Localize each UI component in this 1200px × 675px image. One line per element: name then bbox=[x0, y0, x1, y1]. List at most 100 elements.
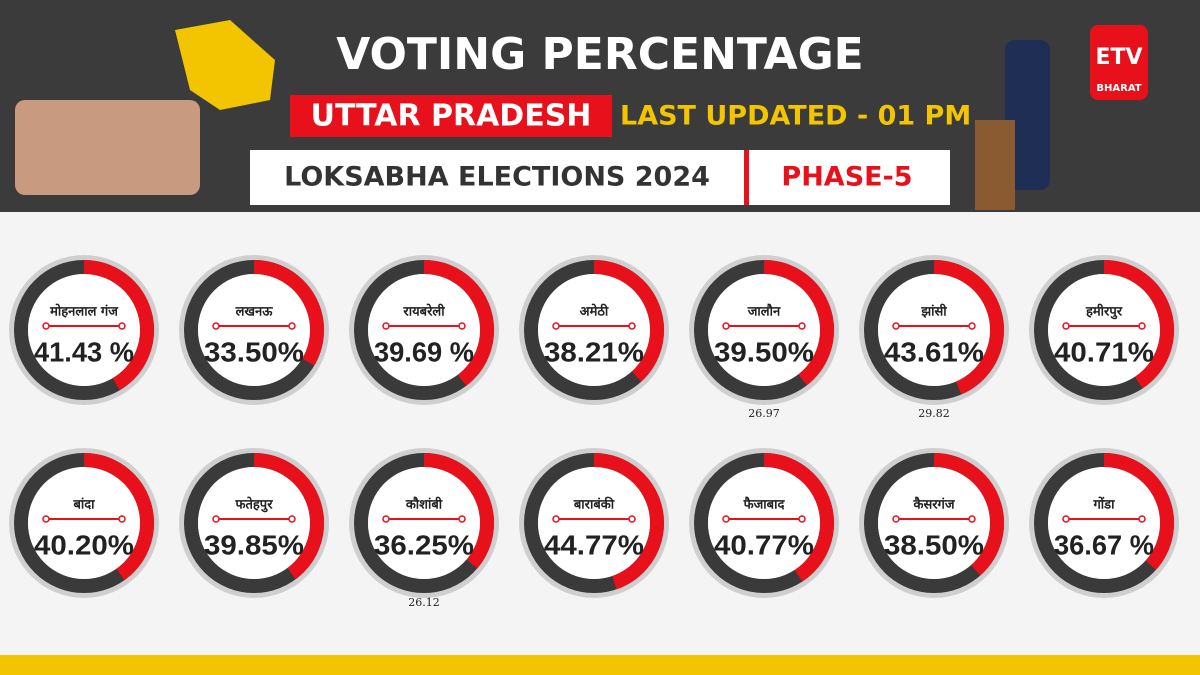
inner-disc bbox=[1048, 274, 1160, 386]
divider-end bbox=[288, 322, 296, 330]
ring-value bbox=[1103, 453, 1174, 570]
divider-end bbox=[118, 322, 126, 330]
divider-end bbox=[212, 322, 220, 330]
value-label: 41.43 % bbox=[34, 336, 134, 367]
divider-end bbox=[458, 322, 466, 330]
divider-end bbox=[722, 322, 730, 330]
inner-disc bbox=[878, 274, 990, 386]
category-label: मोहनलाल गंज bbox=[49, 304, 119, 320]
category-label: गोंडा bbox=[1092, 497, 1115, 513]
logo-top: ETV bbox=[1095, 45, 1142, 70]
divider-end bbox=[458, 515, 466, 523]
divider-end bbox=[42, 322, 50, 330]
divider-end bbox=[798, 322, 806, 330]
logo bbox=[1090, 25, 1148, 100]
divider-end bbox=[798, 515, 806, 523]
category-label: फैजाबाद bbox=[743, 497, 786, 513]
ring-value bbox=[593, 453, 664, 590]
inner-disc bbox=[198, 274, 310, 386]
value-label: 39.69 % bbox=[374, 336, 474, 367]
divider-end bbox=[1062, 322, 1070, 330]
election-box bbox=[250, 150, 950, 205]
category-label: कौशांबी bbox=[405, 497, 443, 513]
state: UTTAR PRADESH bbox=[311, 99, 592, 134]
inner-disc bbox=[368, 467, 480, 579]
divider-end bbox=[382, 515, 390, 523]
ring-value bbox=[423, 260, 494, 386]
category-label: झांसी bbox=[920, 304, 947, 320]
divider-end bbox=[288, 515, 296, 523]
election: LOKSABHA ELECTIONS 2024 bbox=[284, 162, 710, 193]
inner-disc bbox=[878, 467, 990, 579]
divider-end bbox=[892, 322, 900, 330]
category-label: कैसरगंज bbox=[912, 497, 955, 513]
ring-value bbox=[763, 453, 834, 582]
inner-disc bbox=[708, 274, 820, 386]
inner-disc bbox=[198, 467, 310, 579]
ring-value bbox=[763, 260, 834, 386]
value-label: 38.21% bbox=[544, 336, 644, 367]
divider-end bbox=[212, 515, 220, 523]
divider-end bbox=[1138, 322, 1146, 330]
divider-end bbox=[42, 515, 50, 523]
voter-illustration bbox=[1005, 40, 1050, 190]
category-label: रायबरेली bbox=[402, 304, 445, 320]
value-label: 38.50% bbox=[884, 529, 984, 560]
inner-disc bbox=[1048, 467, 1160, 579]
value-label: 36.67 % bbox=[1054, 529, 1154, 560]
state-box bbox=[290, 95, 612, 137]
category-label: लखनऊ bbox=[235, 305, 274, 320]
logo-bottom: BHARAT bbox=[1096, 83, 1141, 94]
ring-value bbox=[933, 453, 1004, 576]
divider-end bbox=[892, 515, 900, 523]
divider-end bbox=[1062, 515, 1070, 523]
inner-disc bbox=[28, 467, 140, 579]
divider-end bbox=[722, 515, 730, 523]
last-updated: LAST UPDATED - 01 PM bbox=[620, 101, 971, 132]
parliament-illustration bbox=[15, 100, 200, 195]
annotation: 26.97 bbox=[748, 407, 780, 420]
title: VOTING PERCENTAGE bbox=[336, 29, 864, 80]
value-label: 40.71% bbox=[1054, 336, 1154, 367]
divider-end bbox=[628, 322, 636, 330]
inner-disc bbox=[28, 274, 140, 386]
ballot-stand bbox=[975, 120, 1015, 210]
inner-disc bbox=[538, 467, 650, 579]
divider-end bbox=[382, 322, 390, 330]
category-label: फतेहपुर bbox=[234, 497, 273, 513]
ring-value bbox=[593, 260, 664, 382]
inner-disc bbox=[708, 467, 820, 579]
divider-end bbox=[628, 515, 636, 523]
ring-value bbox=[423, 453, 494, 569]
ring-value bbox=[83, 260, 154, 391]
ring-value bbox=[1103, 260, 1174, 389]
annotation: 29.82 bbox=[918, 407, 950, 420]
value-label: 40.77% bbox=[714, 529, 814, 560]
category-label: जालौन bbox=[747, 304, 781, 320]
ring-value bbox=[933, 260, 1004, 395]
inner-disc bbox=[538, 274, 650, 386]
divider-end bbox=[552, 322, 560, 330]
inner-disc bbox=[368, 274, 480, 386]
separator bbox=[744, 150, 749, 205]
divider-end bbox=[1138, 515, 1146, 523]
divider-end bbox=[968, 515, 976, 523]
value-label: 36.25% bbox=[374, 529, 474, 560]
divider-end bbox=[118, 515, 126, 523]
category-label: बांदा bbox=[72, 497, 95, 513]
category-label: अमेठी bbox=[580, 304, 609, 320]
category-label: हमीरपुर bbox=[1085, 304, 1123, 320]
category-label: बाराबंकी bbox=[573, 497, 615, 513]
ring-value bbox=[83, 453, 154, 581]
value-label: 39.85% bbox=[204, 529, 304, 560]
value-label: 39.50% bbox=[714, 336, 814, 367]
phase: PHASE-5 bbox=[781, 162, 912, 193]
footer-strip bbox=[0, 655, 1200, 675]
divider-end bbox=[968, 322, 976, 330]
value-label: 43.61% bbox=[884, 336, 984, 367]
state-map bbox=[175, 20, 275, 110]
ring-value bbox=[253, 260, 324, 366]
ring-value bbox=[253, 453, 324, 580]
value-label: 40.20% bbox=[34, 529, 134, 560]
